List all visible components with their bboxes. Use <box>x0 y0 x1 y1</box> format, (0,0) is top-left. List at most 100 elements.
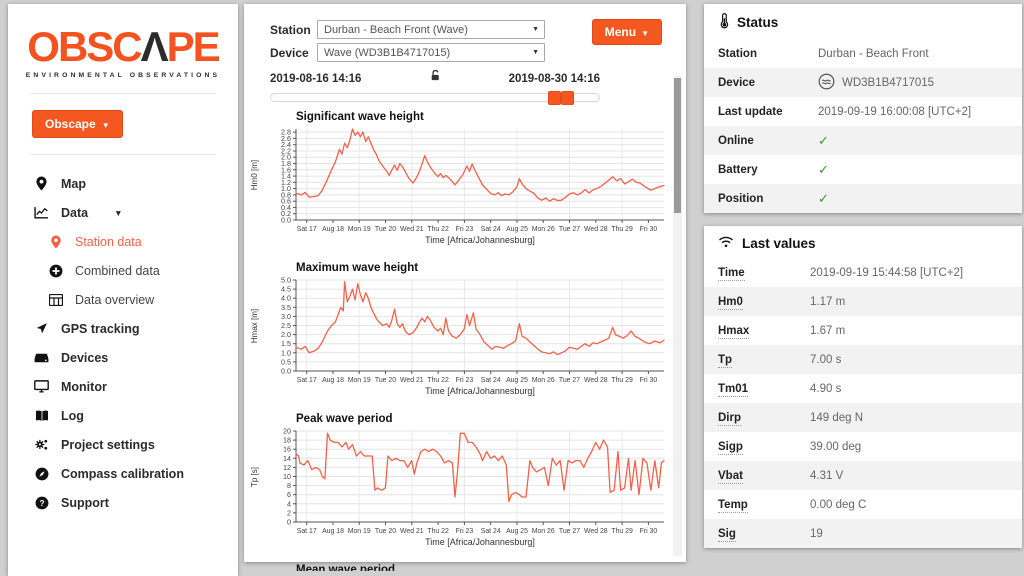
chart-title: Maximum wave height <box>296 262 419 274</box>
sidebar-item-combined-data[interactable]: Combined data <box>8 256 238 285</box>
svg-text:Fri 30: Fri 30 <box>640 377 658 384</box>
sidebar-item-data-overview[interactable]: Data overview <box>8 285 238 314</box>
svg-text:Fri 23: Fri 23 <box>456 528 474 535</box>
svg-text:20: 20 <box>283 427 291 436</box>
chart-plot[interactable]: 0.00.20.40.60.81.01.21.41.61.82.02.22.42… <box>246 123 678 259</box>
svg-text:Mon 19: Mon 19 <box>348 528 371 535</box>
svg-text:1.4: 1.4 <box>281 172 291 181</box>
table-row: Last update 2019-09-19 16:00:08 [UTC+2] <box>704 97 1022 126</box>
sidebar-item-label: Station data <box>75 234 142 249</box>
data-chart-icon <box>34 205 49 220</box>
row-value: 2019-09-19 16:00:08 [UTC+2] <box>818 105 972 118</box>
slider-handle-left[interactable] <box>548 91 562 105</box>
row-value: 1.67 m <box>810 324 846 337</box>
chart-significant-wave-height: Significant wave height 0.0 0.2 0.4 0.6 0.8 1.… <box>246 111 686 259</box>
svg-text:Fri 23: Fri 23 <box>456 377 474 384</box>
table-row: Dirp 149 deg N <box>704 403 1022 432</box>
gears-icon <box>34 437 49 452</box>
chevron-down-icon: ▼ <box>532 26 539 33</box>
row-label: Vbat <box>718 469 743 484</box>
table-row: Hmax 1.67 m <box>704 316 1022 345</box>
project-button-label: Obscape <box>45 117 96 131</box>
sidebar-item-station-data[interactable]: Station data <box>8 227 238 256</box>
sidebar-item-compass-calibration[interactable]: Compass calibration <box>8 459 238 488</box>
svg-text:4.5: 4.5 <box>281 285 291 294</box>
row-label: Online <box>718 134 754 147</box>
table-row: Position ✓ <box>704 184 1022 213</box>
sidebar-item-label: Project settings <box>61 437 155 452</box>
svg-text:0.6: 0.6 <box>281 197 291 206</box>
svg-text:1.6: 1.6 <box>281 165 291 174</box>
logo-subtitle: ENVIRONMENTAL OBSERVATIONS <box>25 72 221 79</box>
svg-text:Aug 25: Aug 25 <box>506 377 528 384</box>
row-label: Device <box>718 76 756 89</box>
svg-text:3.0: 3.0 <box>281 312 291 321</box>
row-value: 4.31 V <box>810 469 844 482</box>
sidebar-item-devices[interactable]: Devices <box>8 343 238 372</box>
charts-area: Significant wave height 0.0 0.2 0.4 0.6 0.8 1.… <box>244 102 686 571</box>
wifi-icon <box>718 235 734 251</box>
svg-text:3.5: 3.5 <box>281 303 291 312</box>
sidebar-item-data[interactable]: Data ▼ <box>8 198 238 227</box>
date-range-end: 2019-08-30 14:16 <box>508 72 600 85</box>
sidebar-item-label: Devices <box>61 350 109 365</box>
svg-text:Tue 20: Tue 20 <box>375 226 396 233</box>
table-row: Online ✓ <box>704 126 1022 155</box>
sidebar-item-support[interactable]: ? Support <box>8 488 238 517</box>
svg-text:2.0: 2.0 <box>281 330 291 339</box>
chart-plot[interactable]: 0.00.51.01.52.02.53.03.54.04.55.0 Sat 17 A… <box>246 274 678 410</box>
svg-text:Thu 29: Thu 29 <box>611 528 633 535</box>
table-row: Temp 0.00 deg C <box>704 490 1022 519</box>
open-padlock-icon[interactable] <box>361 69 508 88</box>
sidebar-item-label: Combined data <box>75 263 160 278</box>
row-label: Dirp <box>718 411 741 426</box>
svg-text:Hm0 [m]: Hm0 [m] <box>250 160 259 190</box>
last-values-title: Last values <box>742 235 816 251</box>
sidebar-item-monitor[interactable]: Monitor <box>8 372 238 401</box>
logo-text-2: PE <box>166 23 221 70</box>
project-selector-button[interactable]: Obscape ▼ <box>32 110 123 138</box>
chevron-down-icon: ▼ <box>114 207 123 218</box>
sidebar-item-log[interactable]: Log <box>8 401 238 430</box>
svg-text:2.8: 2.8 <box>281 128 291 137</box>
logo-a-mark: Λ <box>140 23 169 70</box>
sidebar-item-project-settings[interactable]: Project settings <box>8 430 238 459</box>
row-label: Last update <box>718 105 783 118</box>
svg-text:0.2: 0.2 <box>281 209 291 218</box>
table-row: Station Durban - Beach Front <box>704 39 1022 68</box>
svg-text:Sat 17: Sat 17 <box>297 226 317 233</box>
sidebar-item-gps-tracking[interactable]: GPS tracking <box>8 314 238 343</box>
svg-text:1.0: 1.0 <box>281 348 291 357</box>
date-range-slider[interactable] <box>270 91 600 105</box>
table-icon <box>48 292 63 307</box>
chart-maximum-wave-height: Maximum wave height 0.0 0.5 1.0 1.5 2.0 2.5 3.0… <box>246 262 686 410</box>
svg-text:5.0: 5.0 <box>281 276 291 285</box>
svg-text:1.5: 1.5 <box>281 339 291 348</box>
table-row: Hm0 1.17 m <box>704 287 1022 316</box>
sidebar-item-map[interactable]: Map <box>8 169 238 198</box>
slider-handle-right[interactable] <box>561 91 575 105</box>
row-value: 7.00 s <box>810 353 842 366</box>
svg-text:0.0: 0.0 <box>281 216 291 225</box>
sidebar-item-label: Support <box>61 495 109 510</box>
sidebar: OBSCΛPE ENVIRONMENTAL OBSERVATIONS Obsca… <box>8 4 238 576</box>
row-value: 149 deg N <box>810 411 864 424</box>
table-row: Device WD3B1B4717015 <box>704 68 1022 97</box>
svg-text:Wed 21: Wed 21 <box>400 377 424 384</box>
wave-device-icon <box>818 73 835 93</box>
row-value: 19 <box>810 527 823 540</box>
station-select[interactable]: Durban - Beach Front (Wave) ▼ <box>317 20 545 39</box>
svg-text:0.4: 0.4 <box>281 203 291 212</box>
chart-peak-wave-period: Peak wave period 0 2 4 6 8 10 12 14 16 18 20 Sat 17 A… <box>246 413 686 561</box>
device-select[interactable]: Wave (WD3B1B4717015) ▼ <box>317 43 545 62</box>
menu-button[interactable]: Menu ▼ <box>591 19 662 45</box>
svg-text:2.5: 2.5 <box>281 321 291 330</box>
svg-text:0: 0 <box>287 518 291 527</box>
svg-text:Tue 27: Tue 27 <box>559 528 580 535</box>
svg-text:?: ? <box>39 498 44 507</box>
svg-text:Hmax [m]: Hmax [m] <box>250 309 259 343</box>
scrollbar-thumb[interactable] <box>674 78 681 213</box>
charts-scrollbar[interactable] <box>673 76 682 556</box>
divider <box>30 154 216 155</box>
